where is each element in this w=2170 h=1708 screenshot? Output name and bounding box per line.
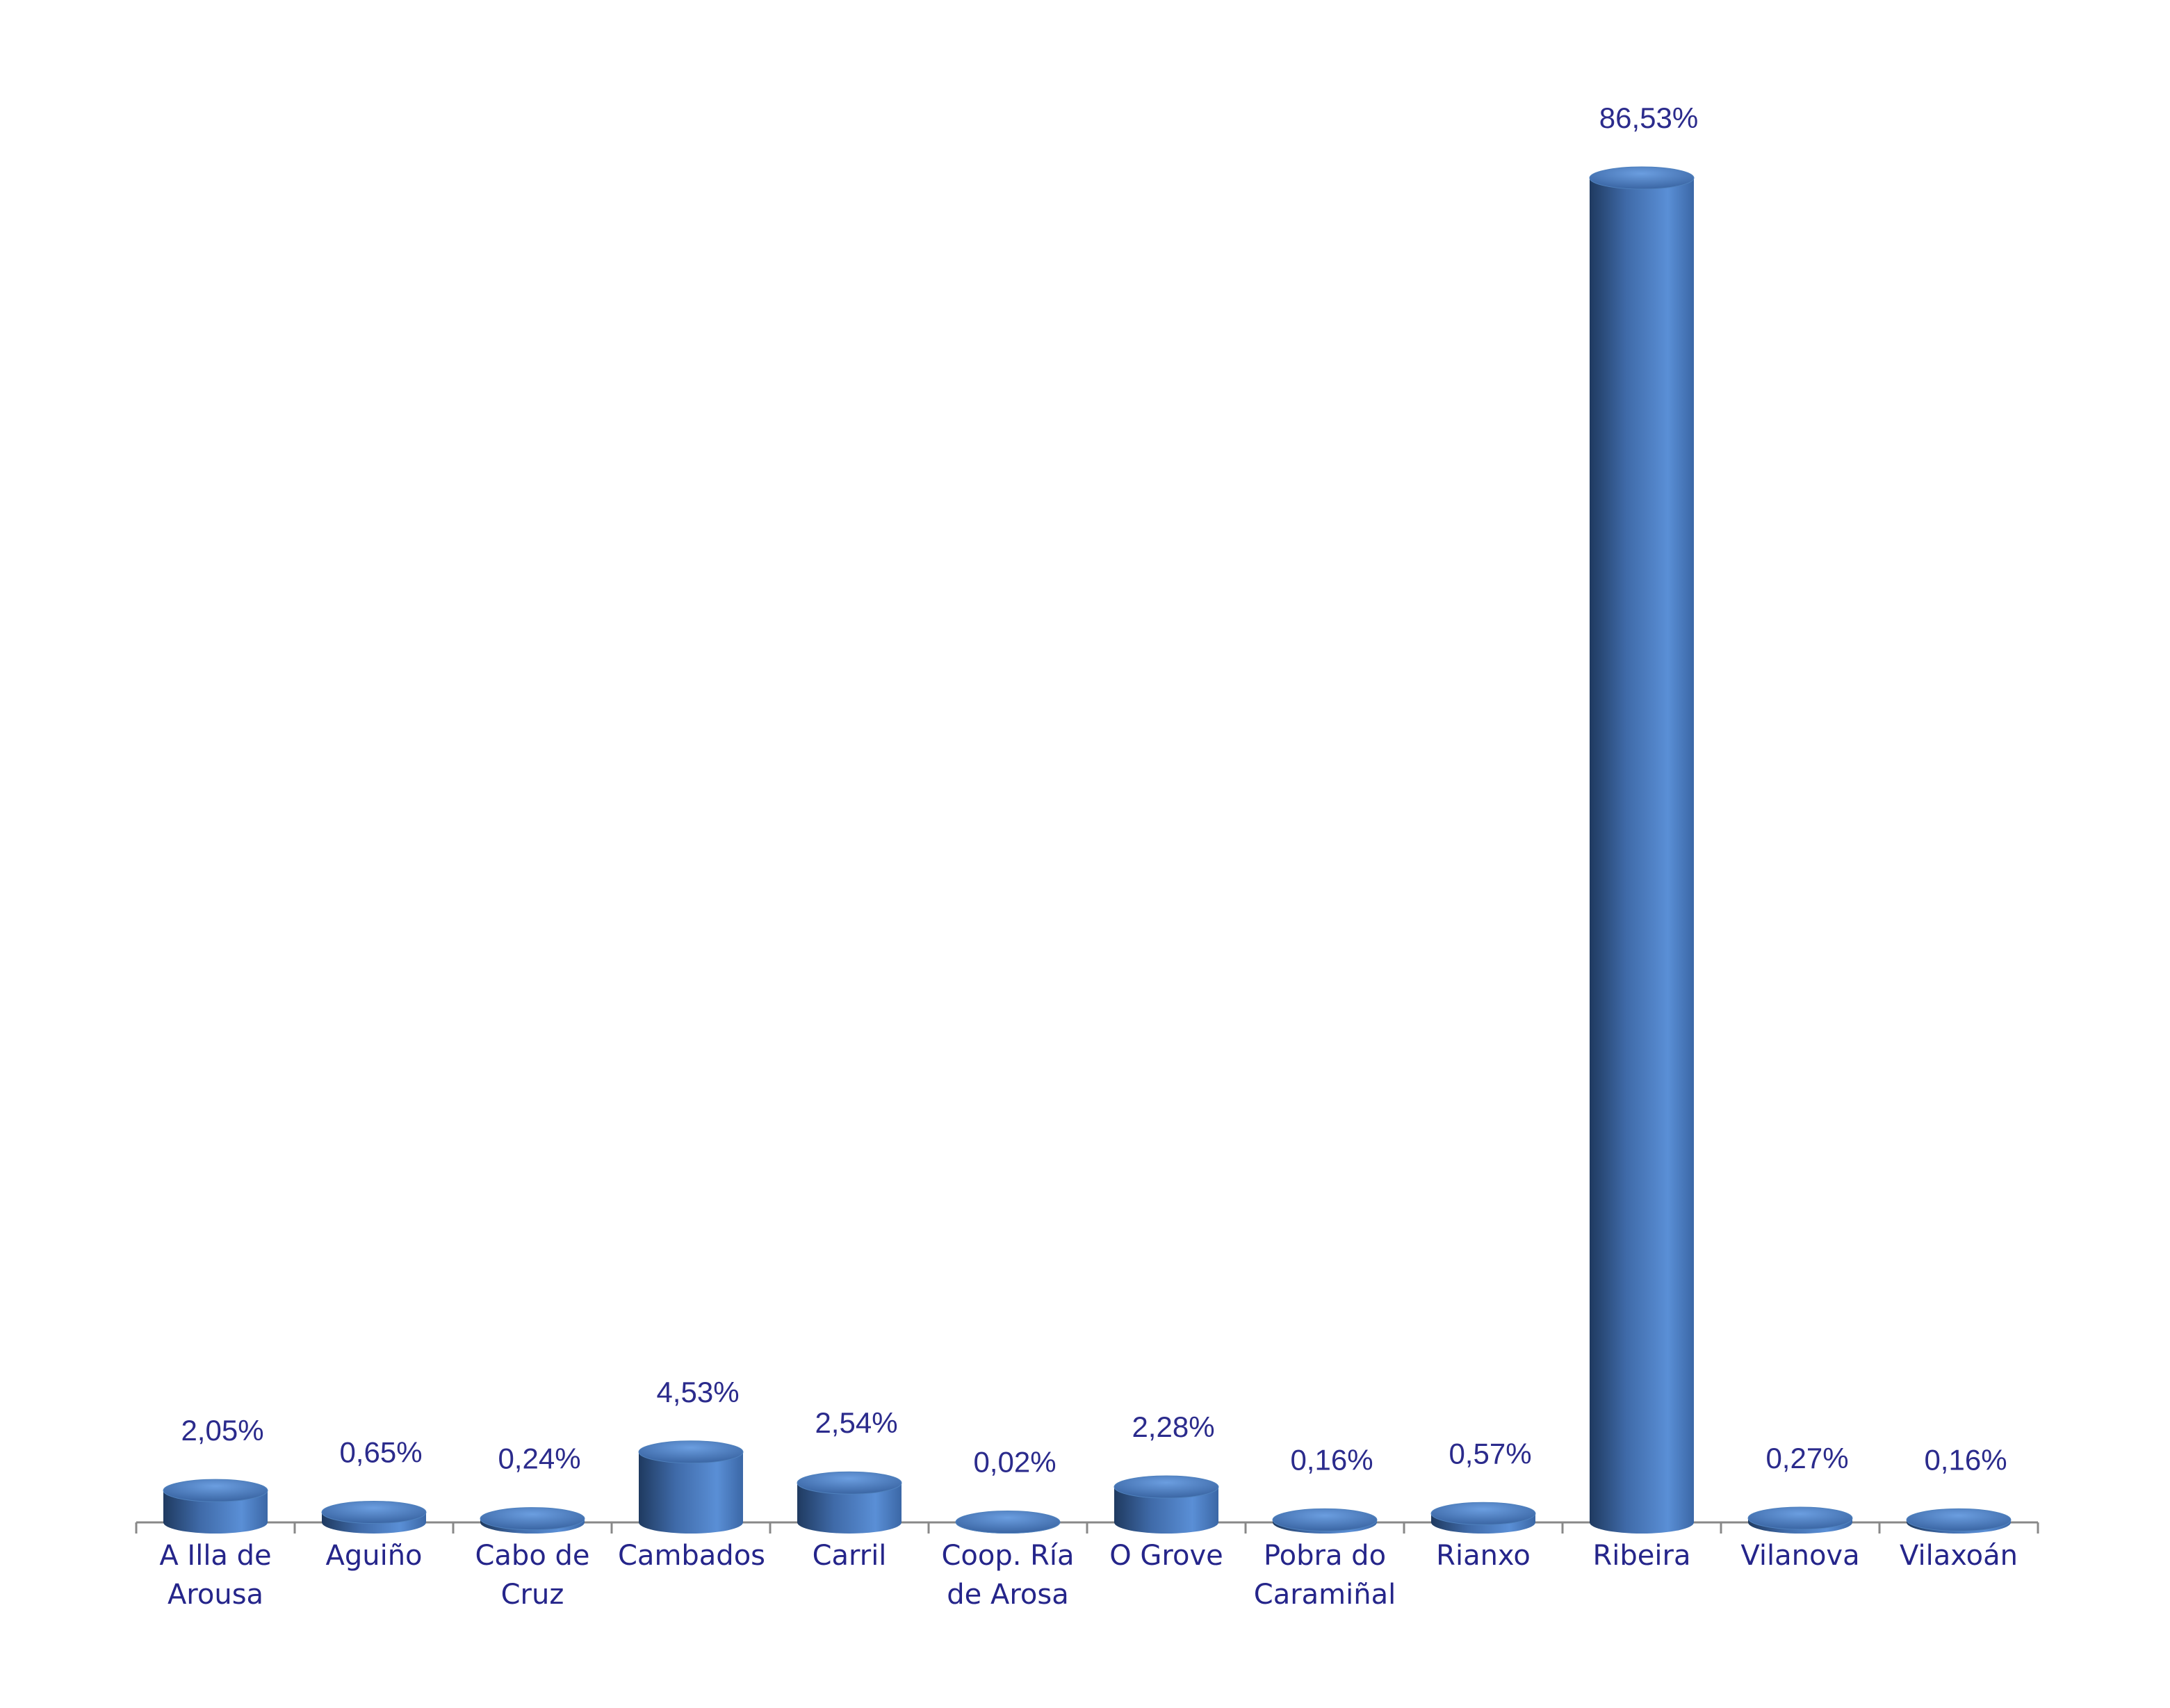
value-label: 0,65% <box>339 1435 422 1468</box>
x-tick-label: Cambados <box>618 1540 766 1572</box>
bar-top <box>797 1471 902 1495</box>
value-label: 2,05% <box>181 1414 263 1447</box>
bar-top <box>1906 1508 2012 1531</box>
bar-top <box>638 1440 744 1464</box>
bar-top <box>1747 1506 1853 1530</box>
bar-top <box>480 1507 585 1531</box>
value-label: 0,16% <box>1924 1443 2007 1476</box>
value-label: 0,27% <box>1765 1442 1848 1474</box>
x-tick-label: A Illa de Arousa <box>159 1540 272 1611</box>
x-tick-label: Rianxo <box>1436 1540 1531 1572</box>
x-tick-label: Coop. Ría de Arosa <box>941 1540 1075 1611</box>
bar-body <box>1114 1487 1218 1534</box>
x-tick-label: Aguiño <box>325 1540 423 1572</box>
bar-body <box>163 1490 268 1534</box>
value-label: 0,24% <box>498 1442 580 1475</box>
x-tick-label: Cabo de Cruz <box>475 1540 590 1611</box>
bar-top <box>163 1479 268 1502</box>
bar-top <box>1272 1508 1378 1531</box>
x-tick-label: Vilaxoán <box>1900 1540 2018 1572</box>
bar-body <box>639 1451 743 1534</box>
bar-top <box>1113 1475 1219 1499</box>
value-label: 0,57% <box>1449 1437 1531 1470</box>
bar-top <box>1589 166 1695 190</box>
bar-body <box>797 1483 902 1534</box>
x-tick-label: O Grove <box>1109 1540 1223 1572</box>
value-label: 2,28% <box>1132 1410 1214 1443</box>
value-label: 0,02% <box>973 1446 1056 1479</box>
x-tick-label: Carril <box>812 1540 887 1572</box>
bar-top <box>955 1511 1061 1534</box>
x-tick-label: Pobra do Caramiñal <box>1253 1540 1396 1611</box>
bar-body <box>1590 178 1694 1534</box>
value-label: 86,53% <box>1599 101 1698 134</box>
value-label: 0,16% <box>1290 1443 1373 1476</box>
x-tick-label: Vilanova <box>1740 1540 1860 1572</box>
value-label: 2,54% <box>815 1406 897 1439</box>
value-label: 4,53% <box>656 1376 739 1408</box>
bar-top <box>321 1500 427 1524</box>
x-tick-label: Ribeira <box>1592 1540 1691 1572</box>
bar-top <box>1430 1502 1536 1525</box>
